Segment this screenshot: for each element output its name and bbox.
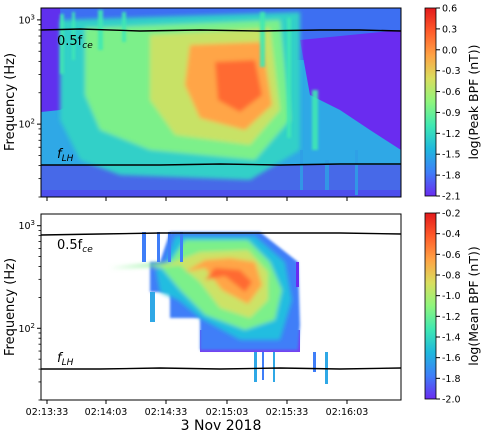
bottom-red-core bbox=[205, 268, 252, 292]
top-y-ticks: 102 103 bbox=[18, 13, 41, 198]
top-ylabel: Frequency (Hz) bbox=[3, 53, 18, 151]
bottom-axes-frame bbox=[40, 213, 402, 401]
bottom-colorbar: -0.2 -0.4 -0.6 -0.8 -1.0 -1.2 -1.4 -1.6 -1.8 -2.0… bbox=[424, 209, 481, 406]
bottom-colorbar-ticks: -0.2 -0.4 -0.6 -0.8 -1.0 -1.2 -1.4 -1.6 -1.8 -2.0 bbox=[436, 209, 461, 406]
bottom-colorbar-tick-label: -0.2 bbox=[442, 209, 461, 220]
top-colorbar-ticks: 0.6 0.3 0.0 -0.3 -0.6 -0.9 -1.2 -1.5 -1.8 -2.1 bbox=[436, 4, 461, 203]
top-x-tick-marks bbox=[46, 197, 348, 201]
bottom-annot-0.5fce: 0.5fce bbox=[57, 238, 93, 255]
bottom-y-ticks: 102 103 bbox=[18, 219, 41, 401]
bottom-colorbar-tick-label: -2.0 bbox=[442, 395, 461, 406]
bottom-x-ticks: 02:13:33 02:14:03 02:14:33 02:15:03 02:15:33… bbox=[26, 400, 369, 418]
bottom-colorbar-tick-label: -0.4 bbox=[442, 229, 461, 240]
bottom-x-tick-label: 02:15:03 bbox=[206, 407, 249, 418]
top-colorbar-tick-label: -0.9 bbox=[442, 108, 461, 119]
bottom-streaks bbox=[142, 232, 328, 384]
bottom-line-flh bbox=[41, 367, 401, 370]
top-colorbar-tick-label: -1.2 bbox=[442, 129, 461, 140]
top-colorbar-label: log(Peak BPF (nT)) bbox=[466, 44, 481, 159]
top-colorbar-tick-label: 0.3 bbox=[442, 24, 457, 35]
bottom-colorbar-tick-label: -1.4 bbox=[442, 333, 461, 344]
bottom-ylabel: Frequency (Hz) bbox=[3, 258, 18, 356]
bottom-colorbar-tick-label: -1.8 bbox=[442, 374, 461, 385]
bottom-spectrogram bbox=[41, 214, 401, 400]
bottom-orange-region bbox=[185, 258, 262, 304]
top-y-tick-label: 103 bbox=[18, 13, 35, 26]
bottom-colorbar-tick-label: -1.0 bbox=[442, 291, 461, 302]
top-colorbar-tick-label: -1.5 bbox=[442, 150, 461, 161]
bottom-x-tick-label: 02:16:03 bbox=[326, 407, 369, 418]
bottom-x-tick-label: 02:15:33 bbox=[266, 407, 309, 418]
bottom-colorbar-tick-label: -0.6 bbox=[442, 250, 461, 261]
top-purple-right bbox=[300, 30, 401, 150]
bottom-x-tick-label: 02:14:03 bbox=[85, 407, 128, 418]
bottom-colorbar-tick-label: -1.6 bbox=[442, 353, 461, 364]
bottom-colorbar-tick-label: -0.8 bbox=[442, 271, 461, 282]
top-line-0.5fce bbox=[41, 28, 401, 32]
top-colorbar-tick-label: -1.8 bbox=[442, 171, 461, 182]
top-colorbar-tick-label: -2.1 bbox=[442, 192, 461, 203]
top-spectrogram bbox=[41, 8, 401, 197]
bottom-colorbar-scale bbox=[424, 212, 437, 400]
bottom-y-tick-label: 103 bbox=[18, 219, 35, 232]
top-line-flh bbox=[41, 163, 401, 166]
bottom-line-0.5fce bbox=[41, 232, 401, 236]
top-colorbar: 0.6 0.3 0.0 -0.3 -0.6 -0.9 -1.2 -1.5 -1.8 -2.1 lo… bbox=[424, 4, 481, 203]
bottom-colorbar-tick-label: -1.2 bbox=[442, 312, 461, 323]
bottom-x-tick-label: 02:13:33 bbox=[26, 407, 69, 418]
top-red-core bbox=[215, 60, 262, 112]
top-y-tick-label: 102 bbox=[18, 118, 35, 131]
bottom-xlabel: 3 Nov 2018 bbox=[181, 418, 262, 434]
bottom-y-tick-label: 102 bbox=[18, 322, 35, 335]
top-colorbar-tick-label: -0.3 bbox=[442, 66, 461, 77]
bottom-colorbar-label: log(Mean BPF (nT)) bbox=[466, 246, 481, 365]
bottom-x-tick-label: 02:14:33 bbox=[145, 407, 188, 418]
top-colorbar-tick-label: -0.6 bbox=[442, 87, 461, 98]
top-colorbar-tick-label: 0.0 bbox=[442, 45, 457, 56]
bottom-annot-flh: fLH bbox=[57, 351, 74, 368]
top-annot-0.5fce: 0.5fce bbox=[57, 34, 93, 51]
top-annot-flh: fLH bbox=[57, 147, 74, 164]
top-colorbar-tick-label: 0.6 bbox=[442, 4, 457, 15]
top-colorbar-scale bbox=[424, 7, 437, 197]
top-axes-frame bbox=[40, 7, 402, 198]
